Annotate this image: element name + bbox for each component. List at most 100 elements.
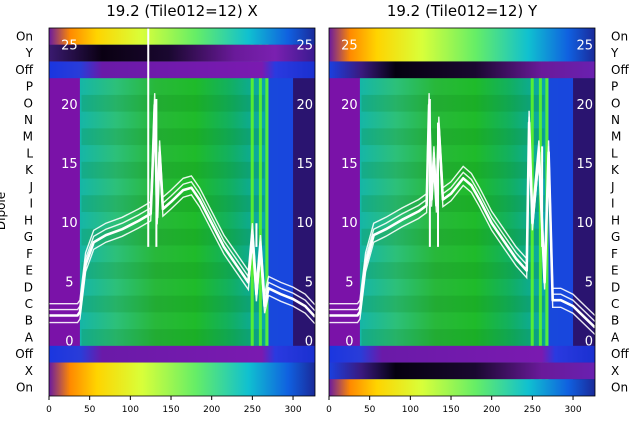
x-tick-label: 0 [326,405,332,415]
heatmap-row-shade [361,228,545,246]
x-tick-label: 200 [203,405,220,415]
row-label-left: C [25,297,33,311]
row-label-right: G [611,230,620,244]
row-label-right: Off [611,63,629,77]
row-label-left: Y [25,46,34,60]
heatmap-right-band [268,28,294,396]
row-label-left: O [24,96,33,110]
row-label-right: A [611,330,620,344]
heatmap-row-shade [81,94,265,112]
row-label-left: A [25,330,34,344]
row-label-left: P [26,80,33,94]
heatmap-row-shade [81,195,265,212]
overlay-y-tick-label: 25 [61,39,78,54]
row-label-right: I [611,197,615,211]
overlay-y-tick-label: 5 [65,275,73,290]
heatmap-stripe [250,28,254,396]
row-label-right: E [611,264,619,278]
x-tick-label: 300 [564,405,581,415]
heatmap-row-shade [81,295,265,313]
heatmap-row-shade [361,329,545,346]
overlay-y-tick-label-right: 25 [576,39,593,54]
heatmap-row-shade [81,128,265,146]
row-label-left: Off [15,347,33,361]
overlay-y-tick-label-right: 5 [585,275,593,290]
overlay-y-tick-label-right: 25 [296,39,313,54]
overlay-y-tick-label-right: 10 [576,216,593,231]
row-label-left: L [26,146,33,160]
overlay-y-tick-label-right: 20 [576,98,593,113]
row-label-right: C [611,297,619,311]
heatmap-row-on-bottom [49,362,315,396]
row-label-right: J [610,180,615,194]
heatmap-row-shade [81,161,265,179]
x-tick-label: 0 [46,405,52,415]
x-tick-label: 200 [483,405,500,415]
row-label-right: P [611,80,618,94]
x-tick-label: 50 [84,405,96,415]
row-label-left: E [25,264,33,278]
row-label-left: D [24,280,33,294]
x-tick-label: 300 [284,405,301,415]
overlay-y-tick-label: 25 [341,39,358,54]
heatmap-stripe [258,28,262,396]
overlay-y-tick-label: 15 [61,157,78,172]
overlay-y-tick-label: 0 [345,335,353,350]
heatmap-right-margin [573,28,595,396]
overlay-y-tick-label: 15 [341,157,358,172]
row-label-left: On [16,381,33,395]
overlay-line-bundle [329,93,596,317]
overlay-y-tick-label-right: 10 [296,216,313,231]
overlay-y-tick-label-right: 15 [296,157,313,172]
row-label-left: I [29,197,33,211]
x-tick-label: 250 [524,405,541,415]
overlay-line-bundle [49,93,316,306]
x-tick-label: 150 [442,405,459,415]
row-label-left: H [24,213,33,227]
row-label-right: M [611,130,621,144]
row-label-left: J [28,180,33,194]
heatmap-row-on-top [49,28,315,45]
heatmap-row-shade [361,195,545,212]
heatmap-row-shade [361,262,545,279]
overlay-y-tick-label-right: 0 [585,335,593,350]
overlay-y-tick-label-right: 5 [305,275,313,290]
row-label-left: G [24,230,33,244]
panel-frame [48,27,316,397]
row-label-right: H [611,213,620,227]
heatmap-row-shade [361,295,545,313]
heatmap-row-shade [81,329,265,346]
heatmap-row-on-top [329,28,595,62]
row-label-right: K [611,163,620,177]
heatmap-row-off-top [329,61,595,79]
overlay-y-tick-label-right: 20 [296,98,313,113]
row-label-right: B [611,314,619,328]
panel-frame [328,27,596,397]
row-label-right: F [611,247,618,261]
heatmap-left-margin [329,28,360,396]
panel-title: 19.2 (Tile012=12) Y [387,2,538,20]
heatmap-left-margin [49,28,80,396]
overlay-y-tick-label: 20 [61,98,78,113]
heatmap-row-off-bottom [329,345,595,363]
row-label-right: Off [611,347,629,361]
overlay-y-tick-label-right: 0 [305,335,313,350]
heatmap-row-off-top [49,61,315,79]
row-label-right: On [611,381,628,395]
overlay-y-tick-label: 0 [65,335,73,350]
overlay-line-bundle [49,98,316,312]
panel-title: 19.2 (Tile012=12) X [106,2,257,20]
heatmap-row-x [329,362,595,380]
dipole-axis-label: Dipole [0,192,8,230]
row-label-right: Y [610,46,619,60]
row-label-left: X [25,364,33,378]
overlay-line-bundle [49,111,316,325]
heatmap-row-shade [81,262,265,279]
row-label-left: N [24,113,33,127]
x-tick-label: 100 [122,405,139,415]
heatmap-row-off-bottom [49,345,315,363]
row-label-left: On [16,29,33,43]
